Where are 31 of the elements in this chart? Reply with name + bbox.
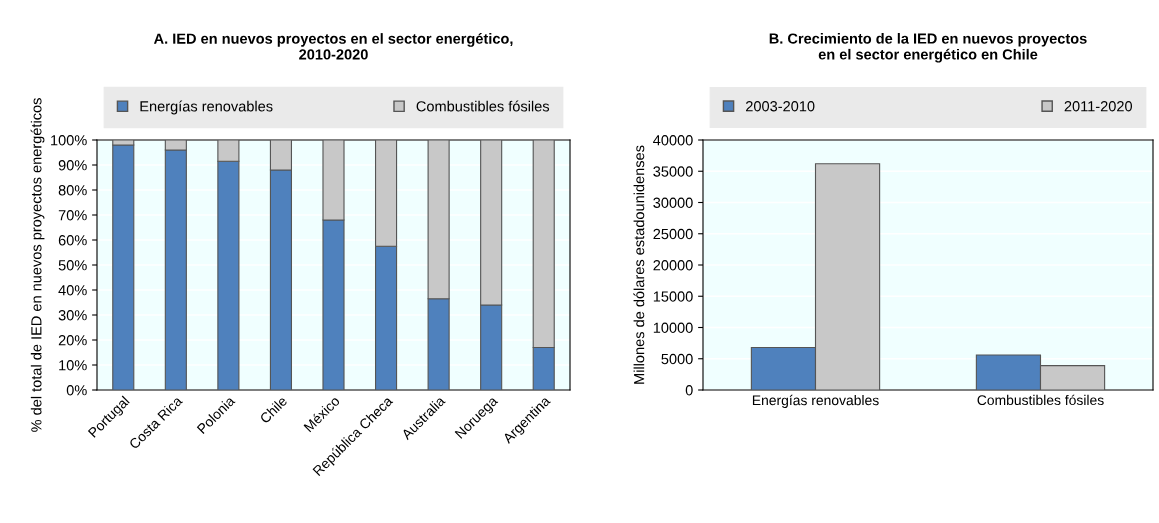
legend-label: Energías renovables	[140, 100, 273, 115]
y-tick-label: 90%	[58, 160, 87, 171]
x-tick-label: Energías renovables	[752, 394, 879, 408]
y-tick-label: 70%	[58, 210, 87, 221]
legend-label: 2003-2010	[746, 101, 815, 112]
y-tick-label: 35000	[653, 166, 693, 177]
y-tick-label: 25000	[653, 228, 693, 240]
y-axis-title: Millones de dólares estadounidenses	[633, 145, 645, 384]
y-tick-label: 50%	[58, 260, 87, 271]
y-tick-label: 30%	[58, 310, 87, 321]
y-tick-label: 20000	[653, 260, 693, 271]
chart-title: A. IED en nuevos proyectos en el sector energético, 2010-2020	[153, 32, 513, 60]
y-tick-label: 60%	[58, 235, 87, 246]
y-tick-label: 20%	[58, 335, 87, 346]
x-tick-label: Combustibles fósiles	[977, 394, 1104, 406]
y-tick-label: 100%	[51, 135, 87, 146]
bar	[112, 144, 135, 390]
y-tick-label: 40%	[58, 285, 87, 296]
y-tick-label: 40000	[653, 135, 693, 146]
y-tick-label: 0	[685, 385, 693, 396]
y-tick-label: 10000	[653, 322, 693, 333]
y-tick-label: 30000	[653, 197, 693, 208]
y-tick-label: 80%	[58, 185, 87, 196]
legend-label: 2011-2020	[1064, 101, 1133, 112]
y-tick-label: 0%	[66, 385, 87, 396]
y-tick-label: 10%	[59, 360, 87, 371]
chart-title: B. Crecimiento de la IED en nuevos proyectos en el sector energético en Chile	[769, 33, 1087, 63]
y-tick-label: 5000	[661, 353, 693, 365]
legend-label: Combustibles fósiles	[416, 100, 550, 112]
y-tick-label: 15000	[653, 291, 693, 302]
y-axis-title: % del total de IED en nuevos proyectos energéticos	[30, 98, 45, 432]
